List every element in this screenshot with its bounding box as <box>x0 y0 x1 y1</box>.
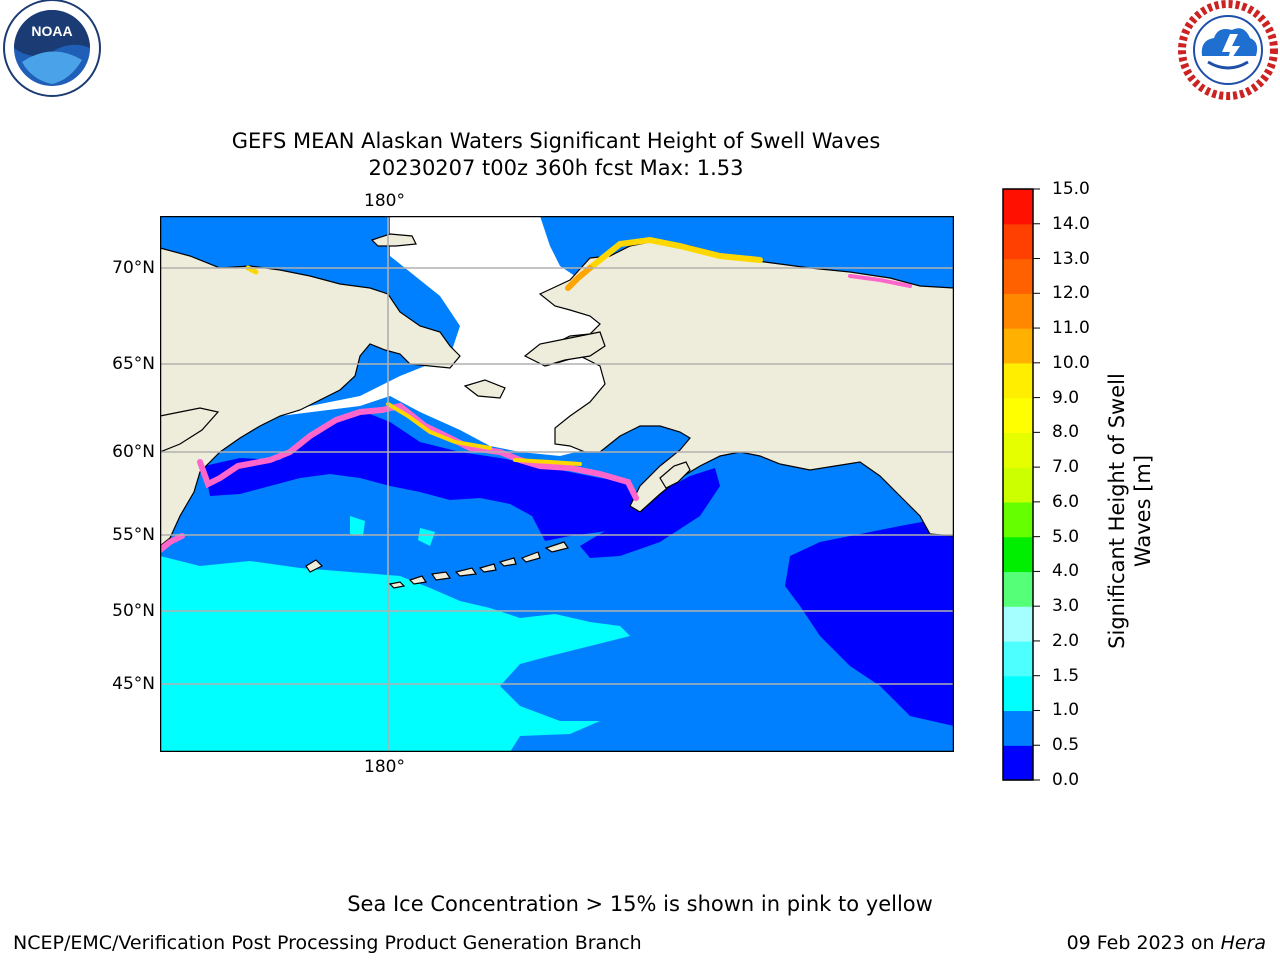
lat-label-45n: 45°N <box>112 674 155 694</box>
colorbar-bin <box>1003 571 1033 607</box>
colorbar-tick-label: 6.0 <box>1052 491 1080 512</box>
colorbar-tick-label: 5.0 <box>1052 526 1080 547</box>
colorbar-tick-label: 11.0 <box>1052 318 1090 339</box>
noaa-logo-text: NOAA <box>31 23 72 39</box>
colorbar-title: Significant Height of Swell Waves [m] <box>1105 373 1155 649</box>
nws-logo <box>1178 0 1278 100</box>
colorbar-bin <box>1003 536 1033 573</box>
colorbar-tick-label: 0.5 <box>1052 735 1080 756</box>
lat-label-65n: 65°N <box>112 354 155 374</box>
colorbar-bin <box>1003 710 1033 746</box>
sea-ice-edge <box>160 236 912 553</box>
colorbar-bin <box>1003 745 1033 781</box>
aleutian-islands <box>305 541 569 589</box>
colorbar-bin <box>1003 640 1033 677</box>
colorbar-tick-label: 15.0 <box>1052 179 1090 199</box>
footer-machine: Hera <box>1220 932 1266 954</box>
lat-label-50n: 50°N <box>112 601 155 621</box>
colorbar <box>1002 188 1040 781</box>
colorbar-bin <box>1003 258 1033 294</box>
colorbar-bin <box>1003 397 1033 433</box>
colorbar-bin <box>1003 675 1033 712</box>
seward-peninsula <box>523 331 606 367</box>
colorbar-frame <box>1002 188 1034 781</box>
colorbar-tick-label: 14.0 <box>1052 213 1090 234</box>
colorbar-tick-label: 1.5 <box>1052 665 1080 686</box>
chart-title: GEFS MEAN Alaskan Waters Significant Hei… <box>231 129 881 153</box>
swell-area-1-1.5m <box>160 516 630 752</box>
footer-date: 09 Feb 2023 on Hera <box>1067 932 1266 954</box>
noaa-logo: NOAA <box>3 0 101 97</box>
colorbar-bin <box>1003 328 1033 364</box>
st-lawrence-island <box>463 379 506 399</box>
graticule <box>160 216 954 752</box>
colorbar-tick-label: 2.0 <box>1052 630 1080 651</box>
colorbar-tick-label: 4.0 <box>1052 561 1080 582</box>
colorbar-tick-label: 0.0 <box>1052 770 1080 790</box>
kodiak-island <box>659 461 691 489</box>
colorbar-bin <box>1003 223 1033 260</box>
footer-date-text: 09 Feb 2023 on <box>1066 932 1221 954</box>
colorbar-tick-label: 7.0 <box>1052 457 1080 478</box>
colorbar-tick-label: 13.0 <box>1052 248 1090 269</box>
colorbar-tick-label: 1.0 <box>1052 700 1080 721</box>
colorbar-bin <box>1003 189 1033 225</box>
sea-ice-note: Sea Ice Concentration > 15% is shown in … <box>347 892 933 916</box>
lon-label-bottom: 180° <box>364 757 405 777</box>
colorbar-bin <box>1003 501 1033 538</box>
colorbar-bin <box>1003 606 1033 642</box>
kamchatka-peninsula <box>160 407 220 453</box>
chart-subtitle: 20230207 t00z 360h fcst Max: 1.53 <box>368 156 744 180</box>
colorbar-bin <box>1003 293 1033 329</box>
lat-label-55n: 55°N <box>112 525 155 545</box>
lon-label-top: 180° <box>364 191 405 211</box>
colorbar-tick-label: 8.0 <box>1052 422 1080 443</box>
lat-label-70n: 70°N <box>112 258 155 278</box>
siberia-land <box>160 247 461 547</box>
lat-label-60n: 60°N <box>112 442 155 462</box>
colorbar-bin <box>1003 432 1033 468</box>
colorbar-bin <box>1003 467 1033 503</box>
map-frame <box>160 216 954 752</box>
colorbar-tick-label: 10.0 <box>1052 352 1090 373</box>
colorbar-tick-label: 9.0 <box>1052 387 1080 408</box>
footer-branch: NCEP/EMC/Verification Post Processing Pr… <box>13 932 642 954</box>
wrangel-island <box>370 233 417 247</box>
swell-area-gulf-0-0.5m <box>785 516 954 726</box>
swell-area-bering-0-0.5m <box>204 412 640 541</box>
colorbar-bin <box>1003 362 1033 399</box>
map-panel <box>160 216 954 752</box>
colorbar-tick-label: 3.0 <box>1052 596 1080 617</box>
colorbar-tick-label: 12.0 <box>1052 283 1090 304</box>
